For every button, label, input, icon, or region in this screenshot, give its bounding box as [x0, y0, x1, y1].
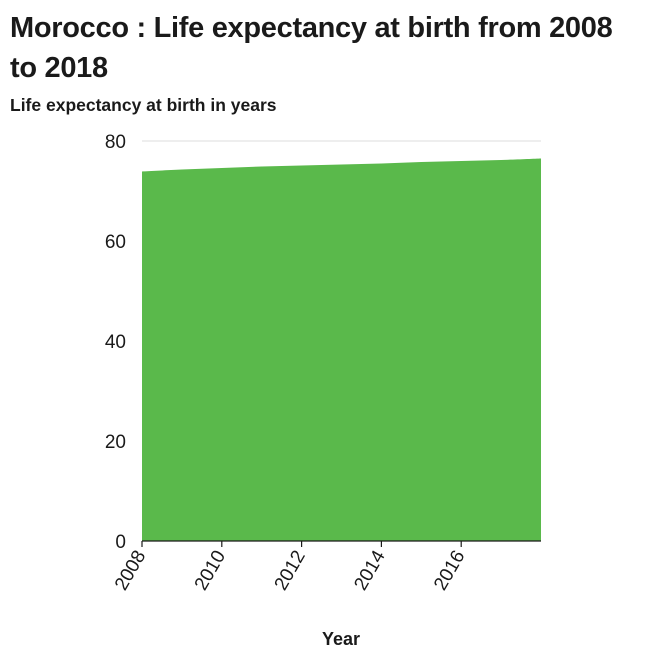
- x-tick-label-2010: 2010: [191, 547, 230, 594]
- y-tick-label-0: 0: [115, 532, 126, 553]
- y-axis-title: Life expectancy at birth in years: [10, 95, 277, 115]
- chart-title: Morocco : Life expectancy at birth from …: [10, 12, 613, 84]
- x-tick-label-2016: 2016: [430, 547, 469, 594]
- area-series-0: [142, 158, 541, 541]
- x-axis-title: Year: [322, 629, 360, 649]
- y-tick-label-60: 60: [105, 232, 126, 253]
- y-axis-ticks: 0 20 40 60 80: [105, 132, 126, 553]
- x-tick-label-2014: 2014: [350, 547, 390, 594]
- x-axis-ticks: 2008 2010 2012 2014 2016: [111, 541, 470, 594]
- x-tick-label-2008: 2008: [111, 547, 150, 594]
- y-tick-label-40: 40: [105, 332, 126, 353]
- y-tick-label-80: 80: [105, 132, 126, 153]
- y-tick-label-20: 20: [105, 432, 126, 453]
- x-tick-label-2012: 2012: [271, 547, 310, 594]
- series-area: [142, 158, 541, 541]
